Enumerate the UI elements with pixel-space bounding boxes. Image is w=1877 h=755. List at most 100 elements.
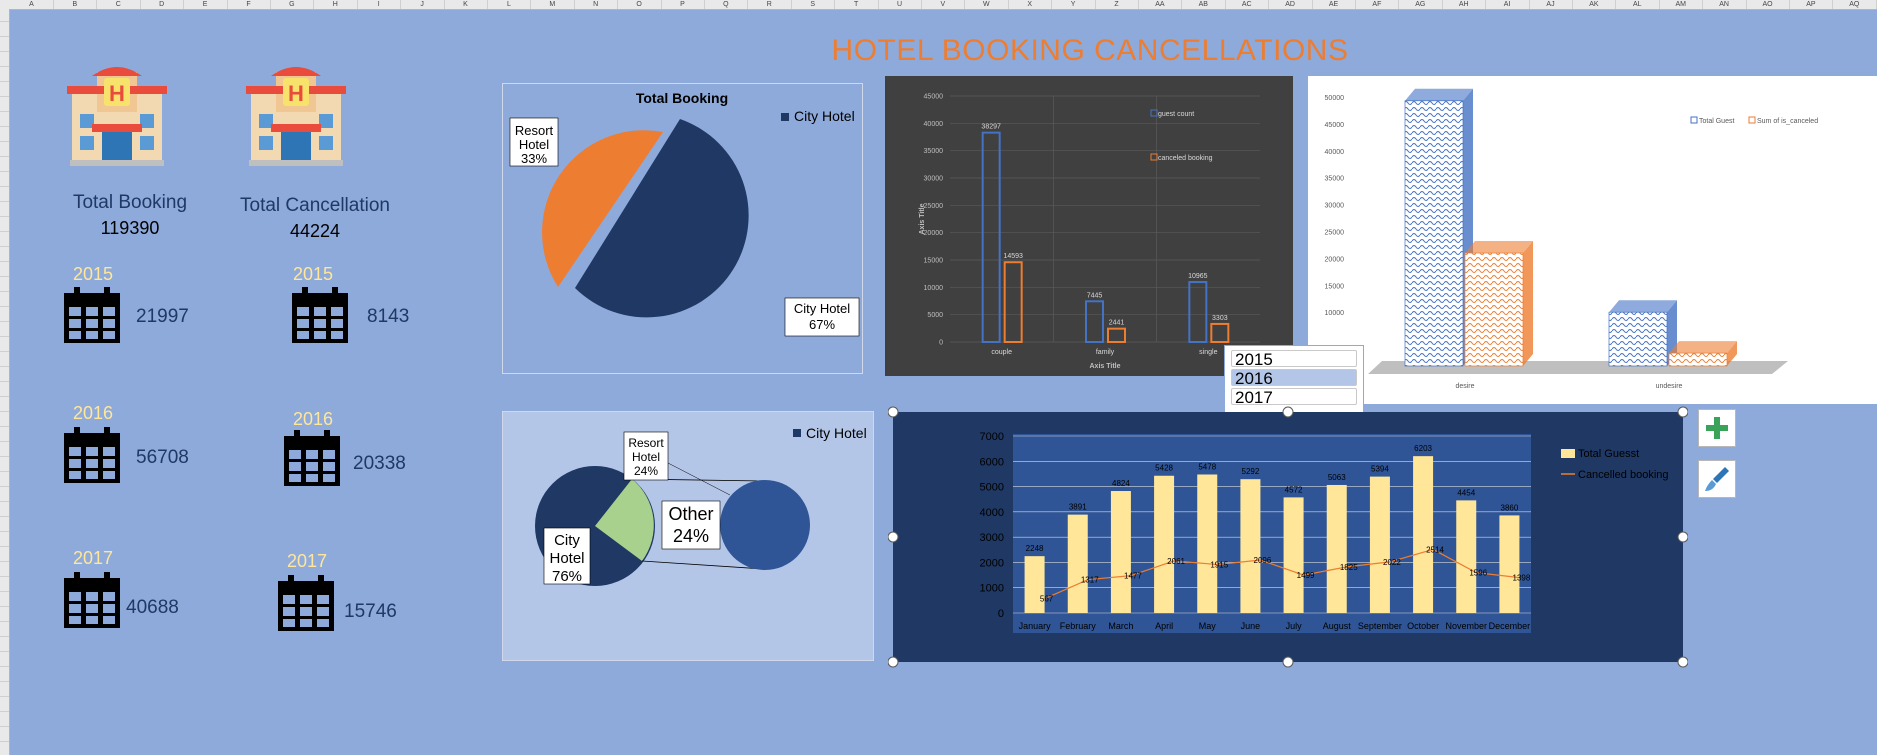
column-headers[interactable]: A B C D E F G H I J K L M N O P Q R S T U V W X Y Z AA AB AC AD AE AF AG… [0, 0, 1877, 10]
column-header[interactable]: L [487, 0, 532, 9]
bar[interactable] [1326, 484, 1347, 613]
pie-slice-other[interactable] [595, 479, 654, 561]
bar[interactable] [981, 131, 1001, 343]
column-header[interactable]: AH [1442, 0, 1487, 9]
column-header[interactable]: Q [704, 0, 749, 9]
column-header[interactable]: AB [1182, 0, 1226, 9]
row-headers[interactable] [0, 9, 10, 755]
column-header[interactable]: AD [1269, 0, 1313, 9]
bar[interactable] [1197, 474, 1218, 613]
column-header[interactable]: R [748, 0, 792, 9]
column-header[interactable]: AJ [1529, 0, 1573, 9]
bar-3d[interactable] [1404, 88, 1473, 367]
bar[interactable] [1210, 322, 1230, 344]
column-header[interactable]: B [53, 0, 98, 9]
line-series[interactable] [1044, 548, 1520, 600]
resize-handle[interactable] [888, 656, 899, 668]
column-header[interactable]: H [314, 0, 358, 9]
bar[interactable] [1154, 475, 1175, 613]
resize-handle[interactable] [1677, 531, 1688, 543]
column-header[interactable]: AG [1399, 0, 1443, 9]
column-header[interactable]: Z [1095, 0, 1139, 9]
column-header[interactable]: E [184, 0, 228, 9]
bar-3d[interactable] [1668, 341, 1737, 367]
column-header[interactable]: P [661, 0, 705, 9]
booking-year-label: 2015 [73, 264, 114, 284]
column-header[interactable]: Y [1052, 0, 1096, 9]
slicer-item-2017[interactable]: 2017 [1231, 388, 1357, 406]
column-header[interactable]: AM [1659, 0, 1704, 9]
bar[interactable] [1369, 476, 1390, 613]
column-header[interactable]: AE [1312, 0, 1356, 9]
column-header[interactable]: F [227, 0, 271, 9]
pie-slice-city[interactable] [575, 119, 749, 318]
column-header[interactable]: AC [1225, 0, 1270, 9]
bar[interactable] [1110, 491, 1131, 613]
column-header[interactable]: AO [1746, 0, 1790, 9]
column-header[interactable]: S [791, 0, 836, 9]
column-header[interactable]: AP [1789, 0, 1834, 9]
bar[interactable] [1067, 514, 1088, 613]
calendar-icon [292, 287, 348, 343]
resize-handle[interactable] [1282, 656, 1294, 668]
add-chart-element-button[interactable] [1698, 409, 1736, 447]
bar[interactable] [1456, 500, 1477, 613]
bar[interactable] [1188, 281, 1208, 343]
column-header[interactable]: V [921, 0, 966, 9]
bar[interactable] [1085, 300, 1104, 343]
monthly-combo-chart[interactable]: 0 1000 2000 3000 4000 5000 6000 7000 2248 January… [888, 404, 1688, 668]
column-header[interactable]: U [878, 0, 922, 9]
pie-label-resort: Resort [628, 436, 664, 450]
guest-type-bar-chart[interactable]: 0 5000 10000 15000 20000 25000 30000 35000 40000… [885, 76, 1293, 376]
data-label: 3860 [1501, 503, 1519, 512]
desire-3d-bar-chart[interactable]: 10000 15000 20000 25000 30000 35000 40000 45000… [1308, 76, 1877, 404]
resize-handle[interactable] [1282, 406, 1294, 418]
bar[interactable] [1413, 456, 1434, 613]
bar[interactable] [1024, 556, 1045, 613]
bar-3d[interactable] [1608, 300, 1677, 367]
pie-label-resort: Hotel [632, 450, 660, 464]
bar[interactable] [1240, 479, 1261, 613]
resize-handle[interactable] [1677, 656, 1688, 668]
column-header[interactable]: M [531, 0, 575, 9]
resize-handle[interactable] [1677, 406, 1688, 418]
bar[interactable] [1499, 515, 1520, 613]
column-header[interactable]: AF [1355, 0, 1400, 9]
bar[interactable] [1107, 327, 1126, 344]
column-header[interactable]: AN [1703, 0, 1747, 9]
resize-handle[interactable] [888, 406, 899, 418]
column-header[interactable]: C [97, 0, 141, 9]
pie-of-pie-chart[interactable]: City Hotel Resort Hotel 24% Other 24% Ci… [502, 411, 874, 661]
bar[interactable] [1003, 261, 1023, 343]
column-header[interactable]: K [444, 0, 488, 9]
slicer-item-2015[interactable]: 2015 [1231, 350, 1357, 368]
pie-label-city: 76% [552, 568, 582, 585]
chart-styles-button[interactable] [1698, 460, 1736, 498]
column-header[interactable]: AQ [1833, 0, 1877, 9]
column-header[interactable]: I [357, 0, 402, 9]
column-header[interactable]: A [10, 0, 54, 9]
cancellation-year-label: 2015 [293, 264, 334, 284]
bar[interactable] [1283, 497, 1304, 613]
bar-3d[interactable] [1464, 241, 1533, 367]
column-header[interactable]: AA [1138, 0, 1183, 9]
pie-secondary-circle[interactable] [720, 480, 810, 570]
slicer-item-2016[interactable]: 2016 [1231, 369, 1357, 387]
column-header[interactable]: T [835, 0, 879, 9]
column-header[interactable]: N [574, 0, 619, 9]
pie-slice-resort[interactable] [542, 130, 663, 287]
column-header[interactable]: AI [1486, 0, 1530, 9]
total-booking-pie-chart[interactable]: Total Booking City Hotel Resort Hotel 33… [502, 83, 863, 374]
column-header[interactable]: D [140, 0, 185, 9]
total-cancellation-value: 44224 [289, 221, 341, 241]
column-header[interactable]: O [618, 0, 662, 9]
column-header[interactable]: AK [1572, 0, 1617, 9]
resize-handle[interactable] [888, 531, 899, 543]
year-slicer[interactable]: 2015 2016 2017 [1224, 345, 1364, 419]
x-tick-label: April [1155, 621, 1173, 631]
column-header[interactable]: W [965, 0, 1009, 9]
column-header[interactable]: AL [1616, 0, 1660, 9]
column-header[interactable]: X [1008, 0, 1053, 9]
column-header[interactable]: J [401, 0, 445, 9]
column-header[interactable]: G [270, 0, 315, 9]
